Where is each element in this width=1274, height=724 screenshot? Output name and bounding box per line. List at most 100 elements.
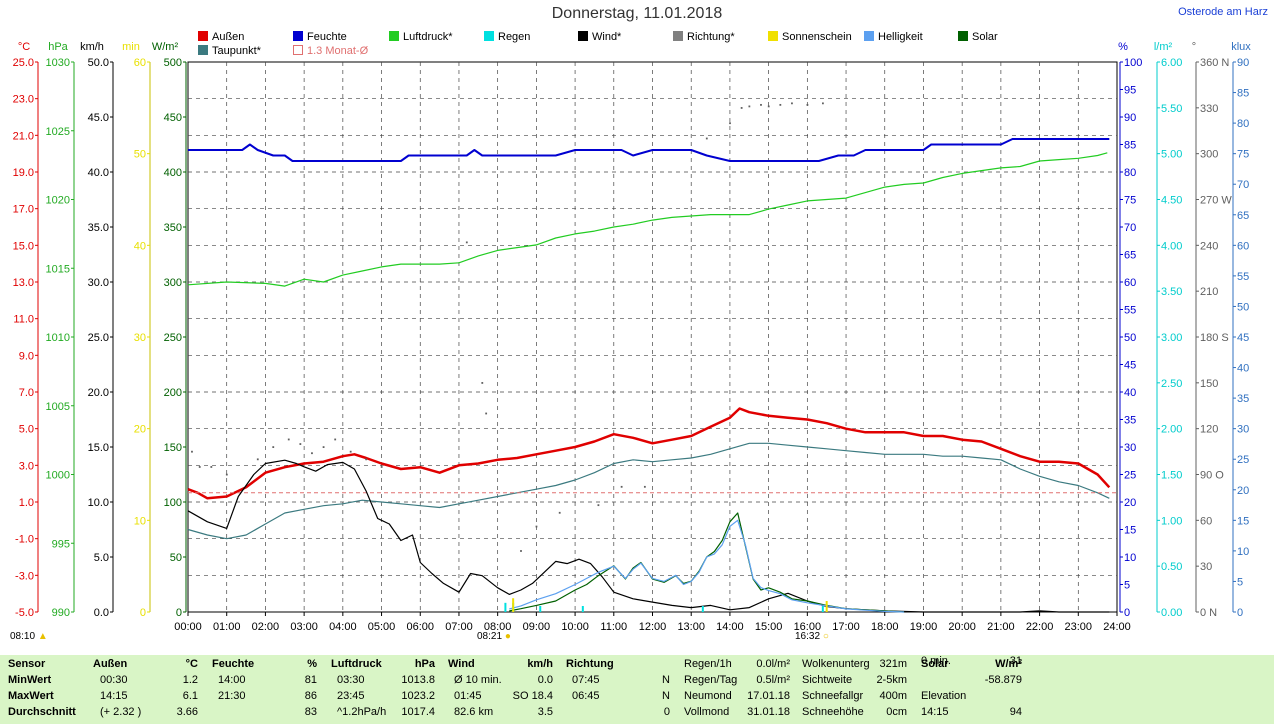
series-helligkeit [509,519,905,613]
y-tick-label: 995 [52,538,70,550]
legend-swatch-icon [864,31,874,41]
legend-item: Feuchte [293,31,347,43]
y-tick-label: 55 [1237,271,1249,283]
footer-header: Außen [93,658,128,670]
x-tick-label: 06:00 [406,621,434,633]
x-tick-label: 17:00 [832,621,860,633]
footer-misc-value: 0cm [886,706,907,718]
y-tick-label: 20.0 [88,387,109,399]
legend-label: Taupunkt* [212,45,261,57]
y-tick-label: 19.0 [13,167,34,179]
footer-unit: hPa [414,658,435,670]
legend-label: Luftdruck* [403,31,453,43]
y-tick-label: 30 [1237,424,1249,436]
footer-misc-key: Wolkenunterg [802,658,870,670]
series-line [187,407,1111,500]
footer-value: N [662,690,670,702]
footer-row-label: MinWert [8,674,52,686]
legend-swatch-icon [389,31,399,41]
legend-label: Feuchte [307,31,347,43]
series-point [287,438,290,441]
series-point [558,511,561,514]
x-tick-label: 23:00 [1065,621,1093,633]
series-point [729,122,731,125]
y-tick-label: 10 [1124,552,1136,564]
series-line [187,442,1110,540]
y-tick-label: 250 [164,332,182,344]
y-tick-label: 9.0 [19,350,34,362]
y-tick-label: 11.0 [13,314,34,326]
series-point [620,485,623,488]
series-bar [581,606,584,612]
y-tick-label: 17.0 [13,204,34,216]
series-point [311,452,313,455]
series-taupunkt- [187,442,1110,540]
y-axis-min: min 60 50 40 30 20 10 0 [122,41,151,619]
y-tick-label: 65 [1237,210,1249,222]
footer-value: 81 [304,674,317,686]
y-axis-kmh: km/h 50.0 45.0 40.0 35.0 30.0 25.0 20.0 15.0 10.0… [80,41,114,619]
y-tick-label: 13.0 [13,277,34,289]
y-tick-label: 5 [1124,580,1130,592]
legend-item: Luftdruck* [389,31,453,43]
series-point [322,446,325,448]
y-axis-unit: min [122,41,140,53]
y-tick-label: 1005 [46,401,70,413]
y-tick-label: 2.00 [1161,424,1182,436]
legend-label: Helligkeit [878,31,923,43]
footer-solar-value: 94 [1009,706,1022,718]
legend-item: Helligkeit [864,31,923,43]
legend-label: Regen [498,31,531,43]
x-tick-label: 00:00 [174,621,202,633]
footer-time: 00:30 [100,674,128,686]
series-point [299,443,302,445]
footer-value: 0 [663,706,670,718]
y-tick-label: 50 [1237,301,1249,313]
sunset-mark: 16:32 ○ [795,631,829,642]
footer-value: 83 [304,706,317,718]
series-point [822,102,824,105]
y-tick-label: 50 [1124,332,1136,344]
y-tick-label: 1.00 [1161,515,1182,527]
y-axis-unit: % [1118,41,1128,53]
footer-misc-value: 400m [879,690,907,702]
footer-misc-key: Sichtweite [802,674,853,686]
y-tick-label: 40.0 [88,167,109,179]
series-sonnenschein [512,598,828,612]
series-point [806,103,809,106]
footer-header: Richtung [566,658,614,670]
y-tick-label: 15.0 [88,442,109,454]
series-bar [821,606,824,612]
legend-swatch-icon [198,45,208,55]
y-tick-label: 10.0 [88,497,109,509]
y-tick-label: 15.0 [13,240,34,252]
y-tick-label: 500 [164,57,182,69]
y-axis-unit: hPa [48,41,68,53]
y-tick-label: 1015 [46,263,70,275]
y-tick-label: 210 [1200,286,1218,298]
y-tick-label: 3.0 [19,460,34,472]
y-tick-label: 300 [164,277,182,289]
legend-swatch-icon [958,31,968,41]
x-tick-label: 04:00 [329,621,357,633]
y-tick-label: 1025 [46,126,70,138]
station-link[interactable]: Osterode am Harz [1178,6,1268,18]
y-tick-label: 4.00 [1161,240,1182,252]
y-tick-label: 450 [164,112,182,124]
series-point [520,550,522,552]
legend-item: Taupunkt* [198,45,261,57]
legend-item: Wind* [578,31,621,43]
footer-solar-key: 0 min. [921,655,951,667]
y-tick-label: 90 O [1200,470,1224,482]
y-tick-label: 990 [52,607,70,619]
y-tick-label: 1.50 [1161,470,1182,482]
legend-label: Solar [972,31,998,43]
footer-unit: km/h [527,658,553,670]
y-axis-hpa: hPa 1030 1025 1020 1015 1010 1005 1000 995 990 [46,41,75,619]
y-axis-pct: %100959085807570656055504540353025201510… [1118,41,1142,619]
series-point [748,105,751,108]
series-bar [539,606,542,612]
x-tick-label: 03:00 [290,621,318,633]
legend-swatch-icon [293,31,303,41]
